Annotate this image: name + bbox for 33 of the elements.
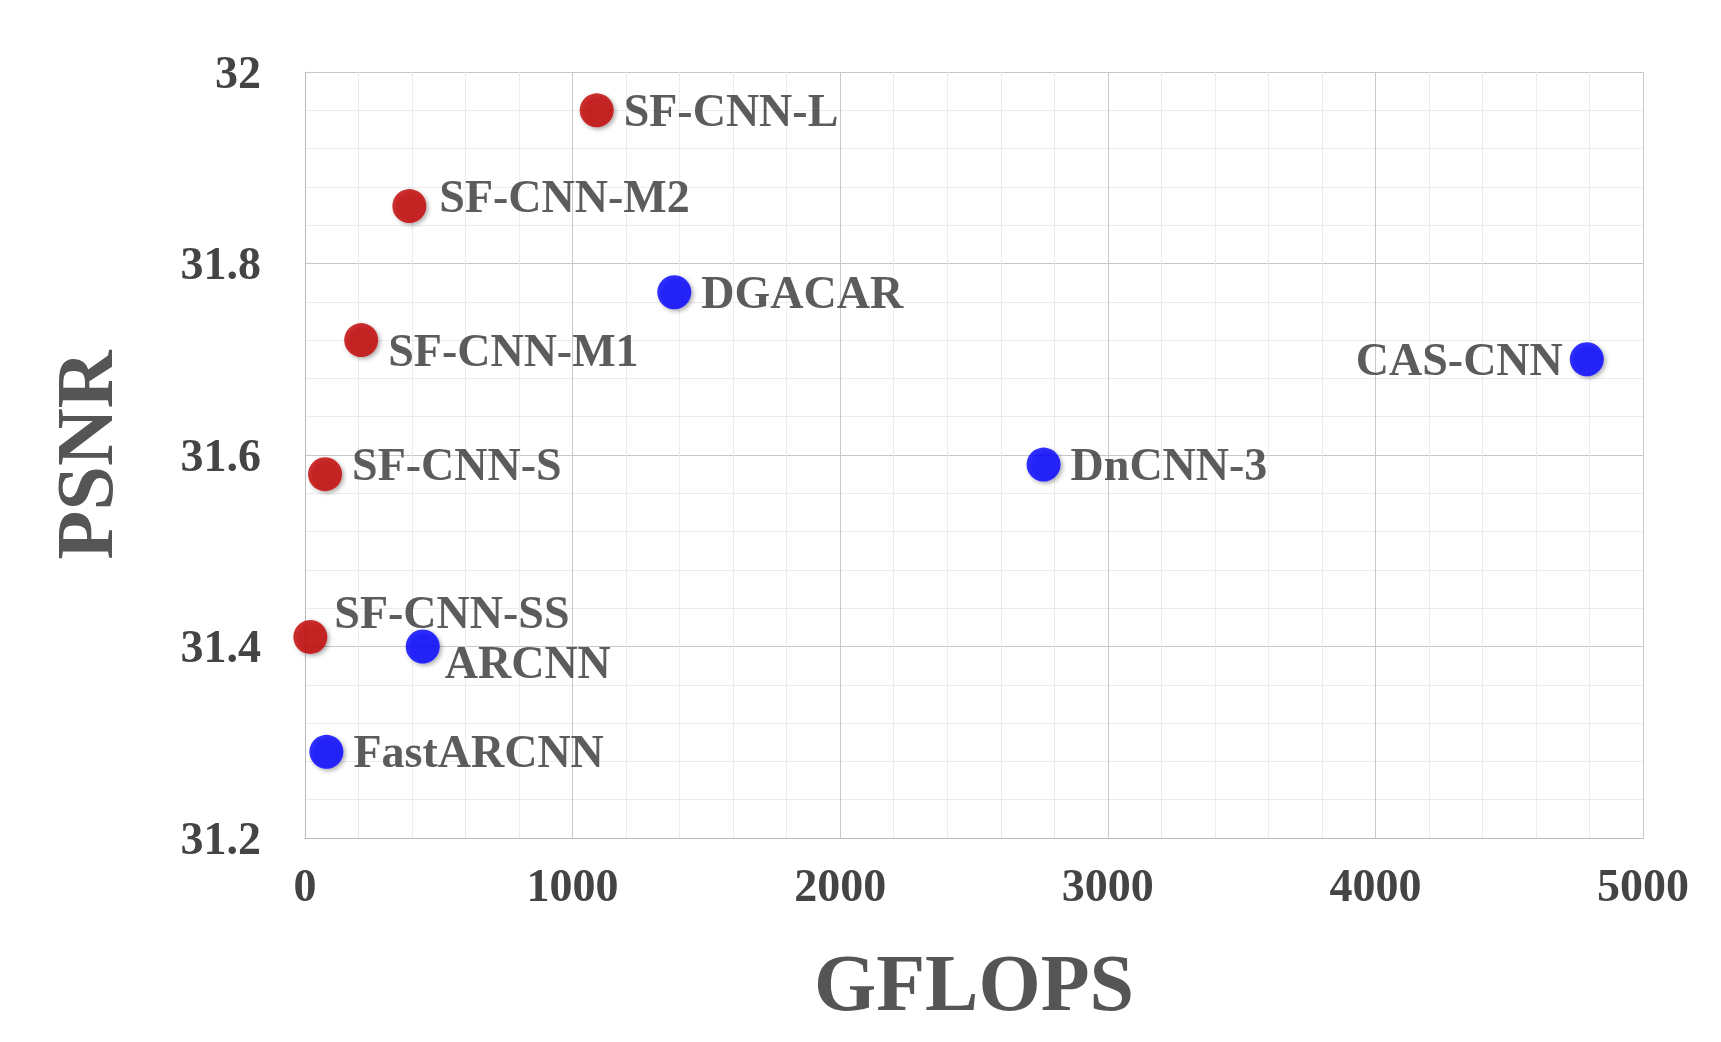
point — [405, 629, 440, 664]
x-tick-label: 2000 — [794, 859, 887, 911]
point — [392, 189, 427, 224]
x-tick-label: 5000 — [1597, 859, 1689, 911]
series-label: CAS-CNN — [1355, 333, 1563, 385]
point — [1569, 342, 1604, 377]
series-label: ARCNN — [444, 637, 611, 688]
point — [293, 619, 328, 654]
y-tick-label: 31.4 — [180, 621, 261, 672]
y-tick-label: 31.8 — [180, 238, 261, 289]
series-label: FastARCNN — [353, 726, 604, 778]
series-label: SF-CNN-M2 — [439, 170, 690, 222]
x-tick-label: 3000 — [1061, 859, 1154, 911]
x-tick-label: 4000 — [1329, 859, 1422, 911]
series-label: DnCNN-3 — [1070, 439, 1268, 491]
series-label: DGACAR — [701, 266, 904, 318]
series-label: SF-CNN-SS — [334, 587, 570, 639]
series-label: SF-CNN-M1 — [388, 324, 639, 376]
point — [1026, 447, 1061, 482]
y-tick-label: 32 — [215, 46, 261, 98]
x-tick-label: 0 — [293, 859, 317, 911]
series-label: SF-CNN-L — [623, 84, 839, 136]
point — [657, 275, 692, 310]
y-axis-title: PSNR — [41, 349, 129, 560]
x-axis-title: GFLOPS — [813, 939, 1135, 1027]
point — [309, 734, 344, 769]
point — [579, 93, 614, 128]
series-label: SF-CNN-S — [352, 438, 562, 490]
point — [344, 323, 379, 358]
x-tick-label: 1000 — [526, 859, 619, 911]
y-tick-label: 31.6 — [180, 429, 261, 481]
y-tick-label: 31.2 — [180, 812, 261, 864]
point — [308, 457, 343, 492]
